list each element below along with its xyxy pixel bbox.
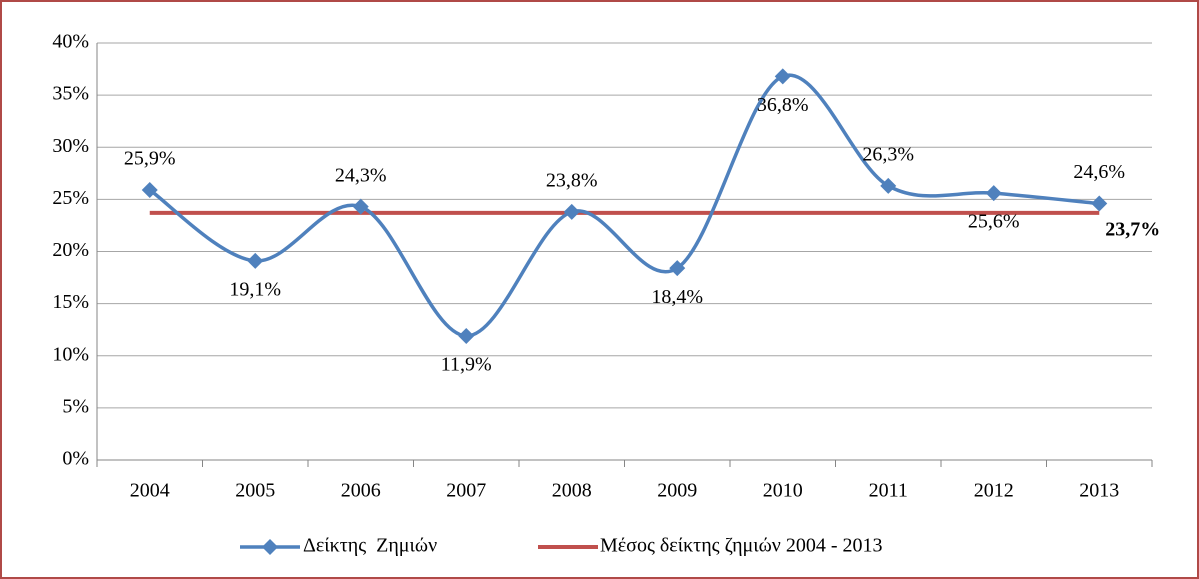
legend-label: Δείκτης Ζημιών — [303, 535, 437, 557]
x-tick-label: 2013 — [1079, 480, 1119, 502]
y-tick-label: 10% — [52, 343, 89, 365]
x-tick-label: 2008 — [552, 480, 592, 502]
marker — [774, 68, 791, 85]
data-label: 18,4% — [651, 286, 703, 308]
y-tick-label: 15% — [52, 291, 89, 313]
marker — [247, 252, 264, 269]
marker — [1091, 195, 1108, 212]
legend-marker — [262, 539, 278, 555]
y-tick-label: 40% — [52, 31, 89, 53]
data-label: 24,3% — [335, 164, 387, 186]
y-tick-label: 0% — [62, 448, 89, 470]
x-tick-label: 2010 — [763, 480, 803, 502]
y-tick-label: 5% — [62, 395, 89, 417]
x-tick-label: 2007 — [446, 480, 486, 502]
x-tick-label: 2004 — [130, 480, 170, 502]
marker — [985, 185, 1002, 202]
data-label: 25,6% — [968, 211, 1020, 233]
x-tick-label: 2006 — [341, 480, 381, 502]
y-tick-label: 20% — [52, 239, 89, 261]
x-tick-label: 2011 — [869, 480, 908, 502]
data-label: 26,3% — [862, 143, 914, 165]
data-label: 36,8% — [757, 94, 809, 116]
data-label: 25,9% — [124, 148, 176, 170]
x-tick-label: 2009 — [657, 480, 697, 502]
y-tick-label: 25% — [52, 187, 89, 209]
x-tick-label: 2012 — [974, 480, 1014, 502]
marker — [669, 260, 686, 277]
legend-label: Μέσος δείκτης ζημιών 2004 - 2013 — [600, 535, 883, 557]
data-label: 11,9% — [441, 354, 492, 376]
marker — [352, 198, 369, 215]
marker — [880, 177, 897, 194]
loss-ratio-line — [148, 73, 1100, 338]
data-label: 23,8% — [546, 169, 598, 191]
marker — [141, 181, 158, 198]
marker — [458, 327, 475, 344]
marker — [563, 203, 580, 220]
data-label: 24,6% — [1073, 161, 1125, 183]
data-label: 19,1% — [229, 278, 281, 300]
average-label: 23,7% — [1105, 219, 1160, 241]
y-tick-label: 30% — [52, 135, 89, 157]
y-tick-label: 35% — [52, 83, 89, 105]
x-tick-label: 2005 — [235, 480, 275, 502]
